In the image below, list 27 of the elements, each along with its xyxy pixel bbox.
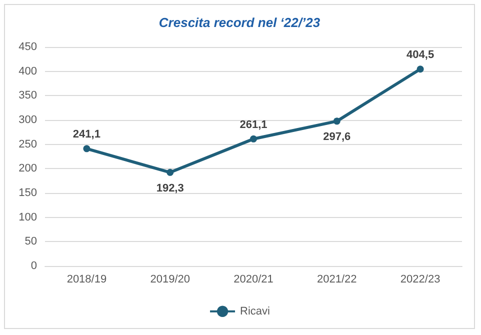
y-tick-label: 300 <box>18 114 37 126</box>
x-tick-label: 2021/22 <box>317 274 357 286</box>
point <box>250 135 257 142</box>
data-label: 192,3 <box>156 182 184 194</box>
legend-label: Ricavi <box>240 305 270 318</box>
data-label: 261,1 <box>240 118 268 131</box>
chart-title: Crescita record nel ‘22/’23 <box>158 15 321 30</box>
data-label: 404,5 <box>406 49 434 62</box>
x-tick-label: 2020/21 <box>234 274 274 286</box>
point <box>83 145 90 152</box>
x-tick-label: 2019/20 <box>150 274 190 286</box>
data-label: 297,6 <box>323 131 351 144</box>
x-tick-label: 2022/23 <box>400 274 440 286</box>
point <box>333 118 340 125</box>
y-tick-label: 450 <box>18 41 37 53</box>
x-tick-label: 2018/19 <box>66 274 107 286</box>
y-tick-label: 150 <box>18 187 37 199</box>
y-tick-label: 200 <box>18 162 37 175</box>
point <box>166 168 174 176</box>
point <box>416 66 424 73</box>
y-tick-label: 100 <box>18 211 37 224</box>
y-tick-label: 400 <box>18 65 37 78</box>
y-tick-label: 250 <box>18 138 37 150</box>
y-tick-label: 350 <box>18 90 37 102</box>
y-tick-label: 0 <box>30 260 37 272</box>
y-tick-label: 50 <box>24 236 37 248</box>
data-label: 241,1 <box>72 128 100 141</box>
